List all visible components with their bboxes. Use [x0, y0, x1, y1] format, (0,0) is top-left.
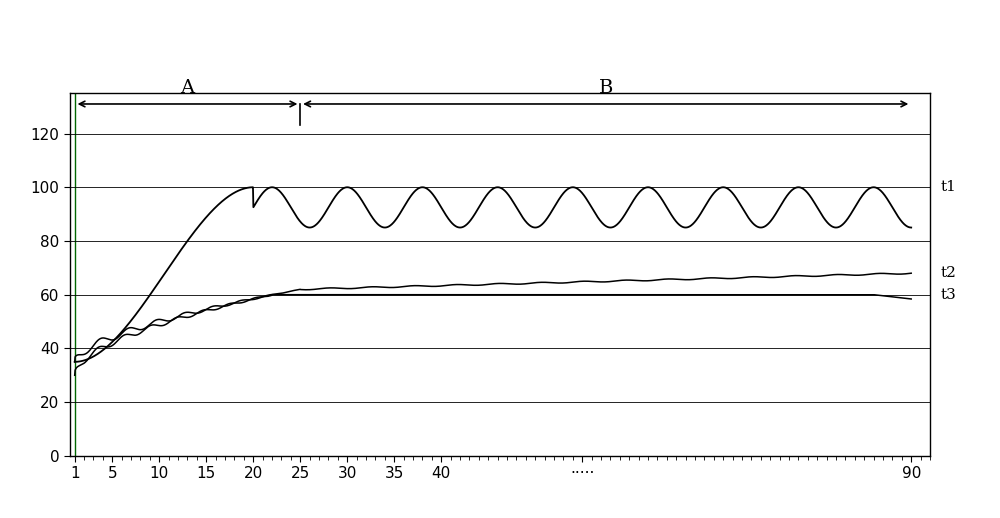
Text: B: B — [599, 79, 613, 97]
Text: t3: t3 — [940, 287, 956, 301]
Text: t1: t1 — [940, 180, 956, 194]
Text: t2: t2 — [940, 266, 956, 280]
Text: A: A — [180, 79, 195, 97]
